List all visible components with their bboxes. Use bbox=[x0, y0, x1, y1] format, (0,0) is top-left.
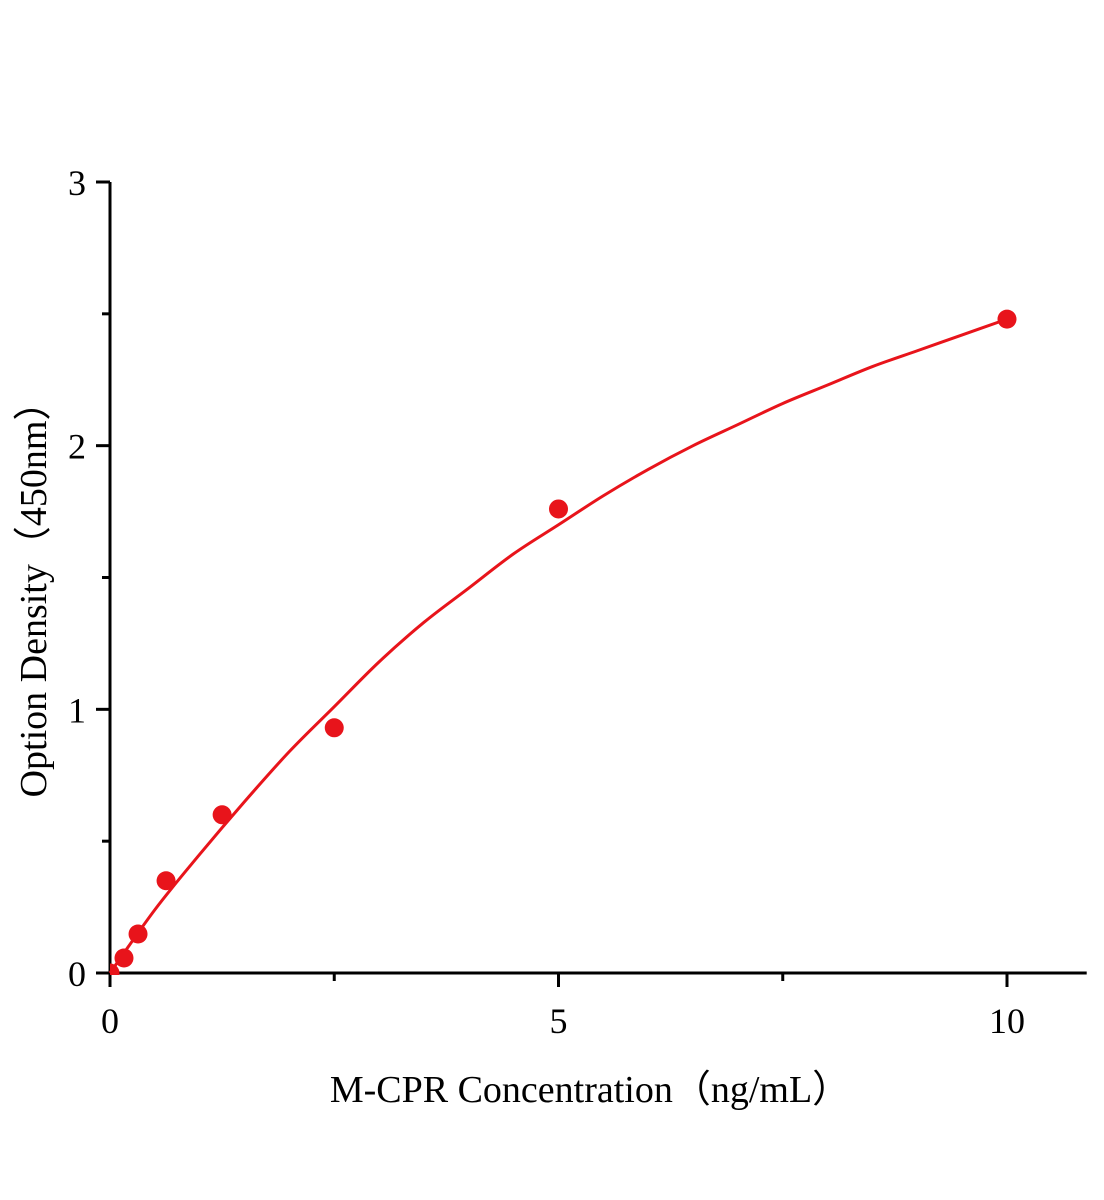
y-tick-label: 0 bbox=[68, 954, 86, 994]
x-tick-label: 0 bbox=[101, 1001, 119, 1041]
data-point bbox=[114, 948, 134, 968]
x-tick-label: 5 bbox=[550, 1001, 568, 1041]
data-point bbox=[549, 499, 568, 519]
fit-curve-line bbox=[108, 317, 1008, 974]
data-point bbox=[997, 309, 1017, 329]
y-tick-label: 3 bbox=[68, 163, 86, 203]
data-point bbox=[128, 924, 148, 944]
data-point bbox=[212, 805, 232, 825]
data-point bbox=[156, 871, 176, 891]
y-tick-label: 2 bbox=[68, 427, 86, 467]
x-axis-label: M-CPR Concentration（ng/mL） bbox=[330, 1069, 850, 1111]
data-point bbox=[324, 718, 344, 738]
y-tick-label: 1 bbox=[68, 690, 86, 730]
y-axis-label: Option Density（450nm） bbox=[13, 383, 55, 798]
x-tick-label: 10 bbox=[989, 1001, 1025, 1041]
data-point bbox=[110, 963, 120, 975]
marks bbox=[108, 309, 1017, 975]
axes: 0 5 10 0 1 2 3 bbox=[68, 163, 1087, 1041]
